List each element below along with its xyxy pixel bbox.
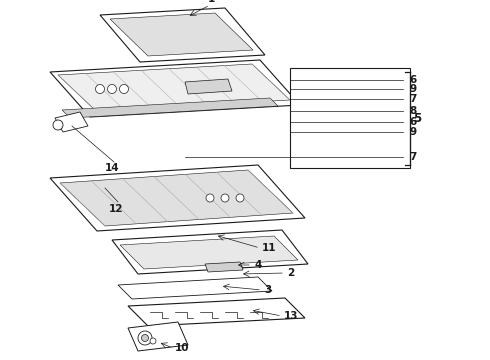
Polygon shape bbox=[60, 170, 293, 226]
Bar bbox=[290, 68, 410, 168]
Polygon shape bbox=[50, 60, 300, 117]
Text: 8: 8 bbox=[409, 106, 416, 116]
Text: 7: 7 bbox=[409, 152, 416, 162]
Circle shape bbox=[138, 331, 152, 345]
Text: 6: 6 bbox=[409, 75, 416, 85]
Text: 2: 2 bbox=[287, 268, 294, 278]
Polygon shape bbox=[118, 277, 272, 299]
Polygon shape bbox=[110, 13, 253, 56]
Circle shape bbox=[53, 120, 63, 130]
Text: 14: 14 bbox=[105, 163, 119, 173]
Text: 4: 4 bbox=[254, 260, 261, 270]
Circle shape bbox=[206, 194, 214, 202]
Polygon shape bbox=[50, 165, 305, 231]
Text: 7: 7 bbox=[409, 94, 416, 104]
Circle shape bbox=[142, 334, 148, 342]
Text: 11: 11 bbox=[262, 243, 276, 253]
Polygon shape bbox=[120, 236, 298, 269]
Text: 5: 5 bbox=[413, 112, 421, 125]
Polygon shape bbox=[185, 79, 232, 94]
Circle shape bbox=[221, 194, 229, 202]
Text: 9: 9 bbox=[409, 84, 416, 94]
Circle shape bbox=[150, 338, 156, 344]
Circle shape bbox=[120, 85, 128, 94]
Circle shape bbox=[96, 85, 104, 94]
Polygon shape bbox=[62, 98, 278, 118]
Circle shape bbox=[107, 85, 117, 94]
Text: 13: 13 bbox=[284, 311, 298, 321]
Polygon shape bbox=[128, 298, 305, 326]
Text: 1: 1 bbox=[207, 0, 215, 4]
Polygon shape bbox=[100, 8, 265, 62]
Text: 3: 3 bbox=[264, 285, 271, 295]
Polygon shape bbox=[55, 112, 88, 132]
Polygon shape bbox=[58, 64, 290, 111]
Polygon shape bbox=[112, 230, 308, 274]
Circle shape bbox=[236, 194, 244, 202]
Text: 10: 10 bbox=[175, 343, 190, 353]
Polygon shape bbox=[205, 262, 243, 272]
Polygon shape bbox=[128, 322, 188, 351]
Text: 9: 9 bbox=[409, 127, 416, 137]
Text: 12: 12 bbox=[109, 204, 123, 214]
Text: 6: 6 bbox=[409, 117, 416, 127]
